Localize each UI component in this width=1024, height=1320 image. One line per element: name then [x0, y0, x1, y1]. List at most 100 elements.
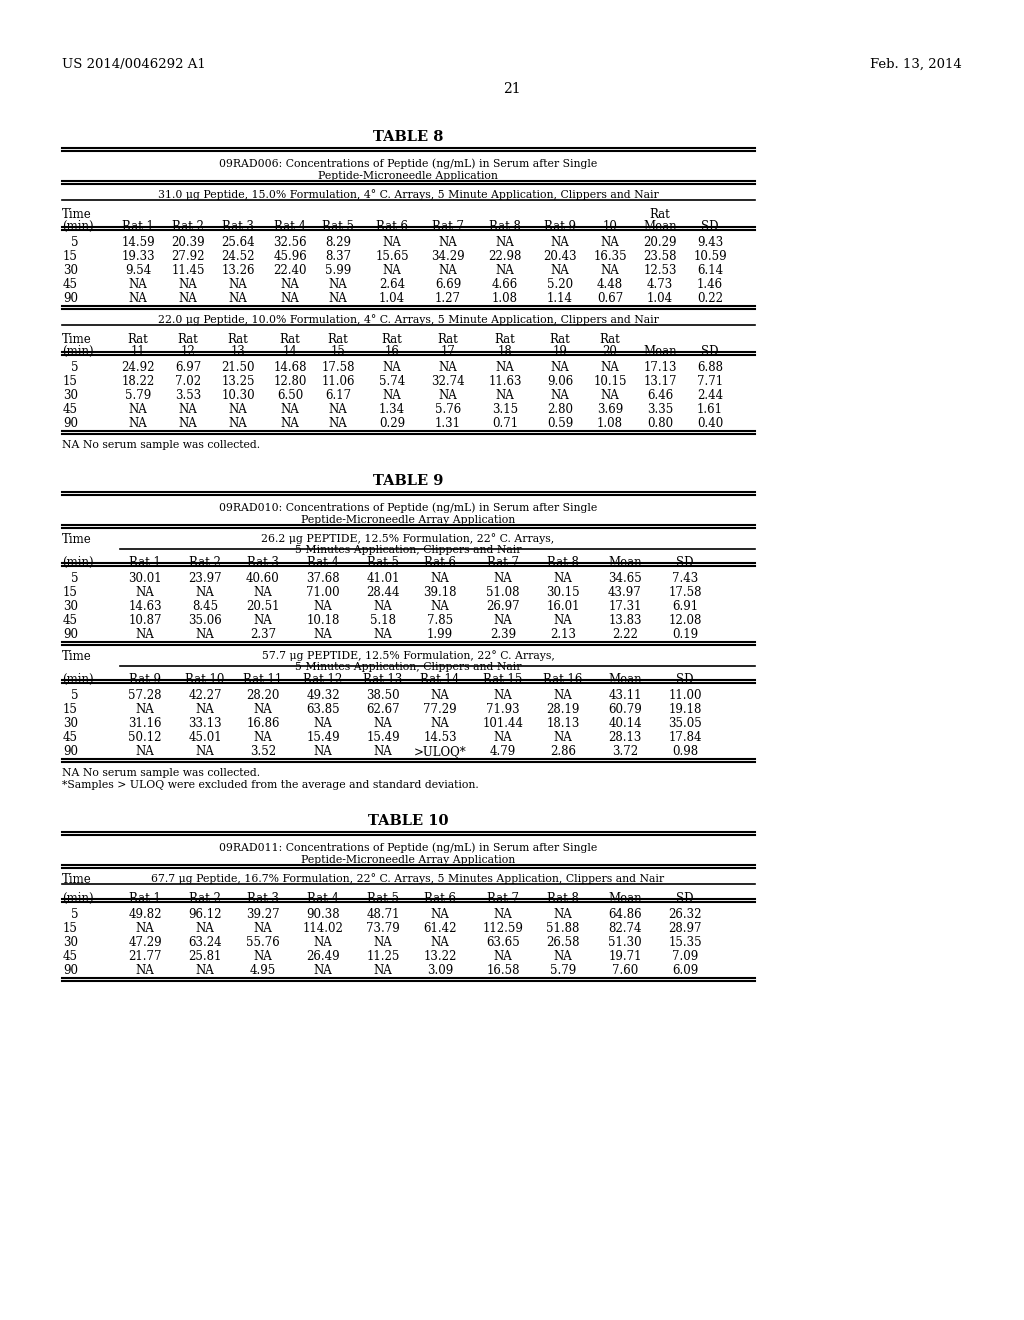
Text: 5.74: 5.74: [379, 375, 406, 388]
Text: NA: NA: [551, 236, 569, 249]
Text: 5: 5: [71, 360, 78, 374]
Text: Rat 5: Rat 5: [367, 556, 399, 569]
Text: Rat 2: Rat 2: [172, 220, 204, 234]
Text: 17.13: 17.13: [643, 360, 677, 374]
Text: 25.81: 25.81: [188, 950, 221, 964]
Text: 10: 10: [602, 220, 617, 234]
Text: 1.14: 1.14: [547, 292, 573, 305]
Text: NA: NA: [374, 628, 392, 642]
Text: 3.35: 3.35: [647, 403, 673, 416]
Text: NA: NA: [313, 964, 333, 977]
Text: 49.82: 49.82: [128, 908, 162, 921]
Text: 62.67: 62.67: [367, 704, 399, 715]
Text: 2.22: 2.22: [612, 628, 638, 642]
Text: NA: NA: [281, 279, 299, 290]
Text: 51.88: 51.88: [547, 921, 580, 935]
Text: 16.35: 16.35: [593, 249, 627, 263]
Text: Rat 1: Rat 1: [122, 220, 154, 234]
Text: NA: NA: [196, 704, 214, 715]
Text: 15: 15: [63, 586, 78, 599]
Text: 31.0 μg Peptide, 15.0% Formulation, 4° C. Arrays, 5 Minute Application, Clippers: 31.0 μg Peptide, 15.0% Formulation, 4° C…: [158, 189, 658, 199]
Text: 11.45: 11.45: [171, 264, 205, 277]
Text: Mean: Mean: [608, 673, 642, 686]
Text: 90: 90: [63, 417, 78, 430]
Text: 22.0 μg Peptide, 10.0% Formulation, 4° C. Arrays, 5 Minute Application, Clippers: 22.0 μg Peptide, 10.0% Formulation, 4° C…: [158, 314, 658, 325]
Text: NA: NA: [551, 360, 569, 374]
Text: 45.01: 45.01: [188, 731, 222, 744]
Text: 48.71: 48.71: [367, 908, 399, 921]
Text: 15: 15: [63, 249, 78, 263]
Text: 9.54: 9.54: [125, 264, 152, 277]
Text: NA: NA: [254, 704, 272, 715]
Text: NA: NA: [601, 389, 620, 403]
Text: 26.58: 26.58: [546, 936, 580, 949]
Text: Rat: Rat: [177, 333, 199, 346]
Text: Rat 8: Rat 8: [547, 556, 579, 569]
Text: 12: 12: [180, 345, 196, 358]
Text: 13.26: 13.26: [221, 264, 255, 277]
Text: Rat 13: Rat 13: [364, 673, 402, 686]
Text: 51.08: 51.08: [486, 586, 520, 599]
Text: 17.31: 17.31: [608, 601, 642, 612]
Text: NA: NA: [228, 417, 248, 430]
Text: 40.60: 40.60: [246, 572, 280, 585]
Text: NA: NA: [494, 908, 512, 921]
Text: NA: NA: [431, 689, 450, 702]
Text: 45: 45: [63, 403, 78, 416]
Text: Rat 11: Rat 11: [244, 673, 283, 686]
Text: 1.61: 1.61: [697, 403, 723, 416]
Text: 1.46: 1.46: [697, 279, 723, 290]
Text: 3.09: 3.09: [427, 964, 454, 977]
Text: 73.79: 73.79: [367, 921, 400, 935]
Text: 49.32: 49.32: [306, 689, 340, 702]
Text: NA: NA: [196, 921, 214, 935]
Text: 14: 14: [283, 345, 297, 358]
Text: 45: 45: [63, 731, 78, 744]
Text: 22.98: 22.98: [488, 249, 521, 263]
Text: 0.71: 0.71: [492, 417, 518, 430]
Text: Rat: Rat: [495, 333, 515, 346]
Text: 3.69: 3.69: [597, 403, 624, 416]
Text: 90.38: 90.38: [306, 908, 340, 921]
Text: 16.01: 16.01: [546, 601, 580, 612]
Text: 34.29: 34.29: [431, 249, 465, 263]
Text: NA: NA: [551, 389, 569, 403]
Text: Rat 1: Rat 1: [129, 892, 161, 906]
Text: NA: NA: [431, 936, 450, 949]
Text: 17.58: 17.58: [669, 586, 701, 599]
Text: Rat 15: Rat 15: [483, 673, 522, 686]
Text: 63.85: 63.85: [306, 704, 340, 715]
Text: 18.22: 18.22: [122, 375, 155, 388]
Text: 2.44: 2.44: [697, 389, 723, 403]
Text: Mean: Mean: [643, 345, 677, 358]
Text: TABLE 8: TABLE 8: [373, 129, 443, 144]
Text: NA: NA: [496, 389, 514, 403]
Text: Rat 3: Rat 3: [222, 220, 254, 234]
Text: 32.74: 32.74: [431, 375, 465, 388]
Text: NA: NA: [601, 360, 620, 374]
Text: 19.18: 19.18: [669, 704, 701, 715]
Text: 17.58: 17.58: [322, 360, 354, 374]
Text: 45: 45: [63, 279, 78, 290]
Text: Rat 6: Rat 6: [376, 220, 408, 234]
Text: 24.92: 24.92: [121, 360, 155, 374]
Text: 21.50: 21.50: [221, 360, 255, 374]
Text: Rat 3: Rat 3: [247, 556, 279, 569]
Text: 23.97: 23.97: [188, 572, 222, 585]
Text: NA: NA: [494, 731, 512, 744]
Text: 0.80: 0.80: [647, 417, 673, 430]
Text: 82.74: 82.74: [608, 921, 642, 935]
Text: 31.16: 31.16: [128, 717, 162, 730]
Text: Rat 7: Rat 7: [432, 220, 464, 234]
Text: Rat 16: Rat 16: [544, 673, 583, 686]
Text: 14.68: 14.68: [273, 360, 307, 374]
Text: Rat 12: Rat 12: [303, 673, 343, 686]
Text: NA: NA: [313, 628, 333, 642]
Text: 2.64: 2.64: [379, 279, 406, 290]
Text: NA: NA: [374, 744, 392, 758]
Text: 2.13: 2.13: [550, 628, 575, 642]
Text: 11.63: 11.63: [488, 375, 522, 388]
Text: 5 Minutes Application, Clippers and Nair: 5 Minutes Application, Clippers and Nair: [295, 663, 521, 672]
Text: 09RAD006: Concentrations of Peptide (ng/mL) in Serum after Single: 09RAD006: Concentrations of Peptide (ng/…: [219, 158, 597, 169]
Text: Rat 5: Rat 5: [322, 220, 354, 234]
